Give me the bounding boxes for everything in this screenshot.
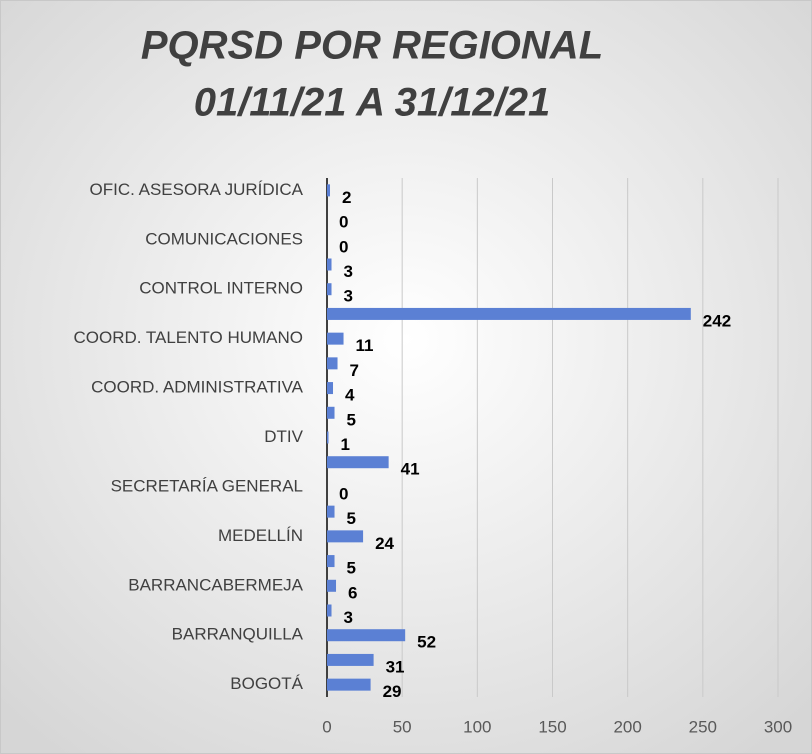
value-label: 7 <box>350 361 359 380</box>
y-tick-label: MEDELLÍN <box>218 526 303 545</box>
bar <box>327 283 332 296</box>
bar <box>327 332 344 345</box>
chart-title: PQRSD POR REGIONAL <box>141 24 603 68</box>
x-tick-label: 200 <box>613 717 641 736</box>
bar <box>327 678 371 691</box>
bar <box>327 653 374 666</box>
value-label: 2 <box>342 188 351 207</box>
value-label: 242 <box>703 311 731 330</box>
value-label: 0 <box>339 213 348 232</box>
bar <box>327 357 338 370</box>
value-label: 4 <box>345 386 355 405</box>
bar <box>327 406 335 419</box>
y-tick-label: OFIC. ASESORA JURÍDICA <box>90 180 304 199</box>
value-label: 1 <box>341 435 350 454</box>
y-tick-label: DTIV <box>264 427 303 446</box>
y-tick-label: COMUNICACIONES <box>145 229 303 248</box>
y-tick-label: BOGOTÁ <box>230 674 303 693</box>
value-label: 11 <box>356 336 374 355</box>
value-label: 6 <box>348 583 357 602</box>
bar <box>327 505 335 518</box>
value-label: 24 <box>375 534 394 553</box>
bar <box>327 579 337 592</box>
bar <box>327 258 332 271</box>
bar <box>327 530 364 543</box>
bar <box>327 431 329 444</box>
x-tick-label: 300 <box>764 717 792 736</box>
value-label: 41 <box>401 460 420 479</box>
y-tick-label: BARRANQUILLA <box>172 625 304 644</box>
value-label: 52 <box>417 633 436 652</box>
value-label: 31 <box>386 657 405 676</box>
x-tick-label: 150 <box>538 717 566 736</box>
bar <box>327 184 331 197</box>
bar <box>327 629 406 642</box>
value-label: 3 <box>344 287 353 306</box>
value-label: 5 <box>347 559 356 578</box>
value-label: 0 <box>339 484 348 503</box>
y-tick-label: COORD. ADMINISTRATIVA <box>91 378 304 397</box>
bar <box>327 456 389 469</box>
value-label: 5 <box>347 509 356 528</box>
value-label: 29 <box>383 682 402 701</box>
value-label: 3 <box>344 262 353 281</box>
bar <box>327 307 691 320</box>
chart-subtitle: 01/11/21 A 31/12/21 <box>194 81 551 125</box>
y-tick-label: SECRETARÍA GENERAL <box>111 476 303 495</box>
bar <box>327 604 332 617</box>
y-tick-label: BARRANCABERMEJA <box>128 575 303 594</box>
value-label: 5 <box>347 410 356 429</box>
bar <box>327 555 335 568</box>
value-label: 0 <box>339 237 348 256</box>
x-tick-label: 100 <box>463 717 491 736</box>
y-tick-label: COORD. TALENTO HUMANO <box>73 328 303 347</box>
y-tick-label: CONTROL INTERNO <box>139 279 303 298</box>
x-tick-label: 0 <box>322 717 331 736</box>
x-tick-label: 250 <box>689 717 717 736</box>
bar <box>327 382 334 395</box>
x-tick-label: 50 <box>393 717 412 736</box>
value-label: 3 <box>344 608 353 627</box>
